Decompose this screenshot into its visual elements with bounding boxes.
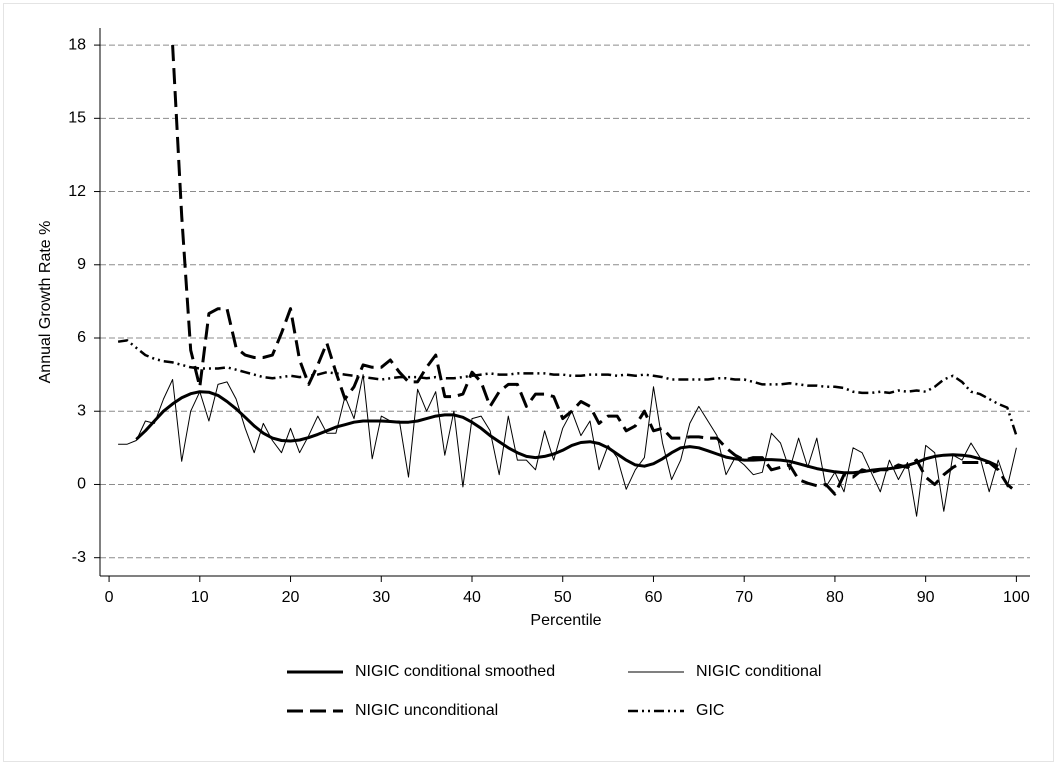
x-tick-label: 70 [735, 589, 753, 606]
plot-area [117, 45, 1018, 517]
series-line [171, 45, 1018, 496]
x-tick-label: 50 [554, 589, 572, 606]
legend-label: NIGIC conditional smoothed [355, 663, 555, 680]
legend-label: GIC [696, 702, 724, 719]
series-line [118, 374, 1017, 517]
y-tick-label: 0 [77, 476, 86, 493]
y-tick-label: 12 [68, 183, 86, 200]
series-line [135, 390, 999, 475]
x-tick-label: 20 [282, 589, 300, 606]
legend-label: NIGIC conditional [696, 663, 821, 680]
x-tick-label: 30 [372, 589, 390, 606]
x-tick-label: 0 [105, 589, 114, 606]
y-tick-label: 15 [68, 110, 86, 127]
y-tick-label: 18 [68, 36, 86, 53]
x-tick-label: 10 [191, 589, 209, 606]
y-tick-label: 6 [77, 329, 86, 346]
legend-label: NIGIC unconditional [355, 702, 498, 719]
y-tick-label: 9 [77, 256, 86, 273]
x-tick-label: 60 [645, 589, 663, 606]
x-tick-label: 100 [1003, 589, 1030, 606]
x-tick-label: 90 [917, 589, 935, 606]
y-axis-label: Annual Growth Rate % [37, 221, 54, 384]
frame [3, 3, 1054, 762]
x-tick-label: 40 [463, 589, 481, 606]
series-line [117, 339, 1018, 436]
y-tick-label: -3 [72, 549, 86, 566]
y-tick-label: 3 [77, 402, 86, 419]
x-tick-label: 80 [826, 589, 844, 606]
x-axis-label: Percentile [530, 612, 601, 629]
